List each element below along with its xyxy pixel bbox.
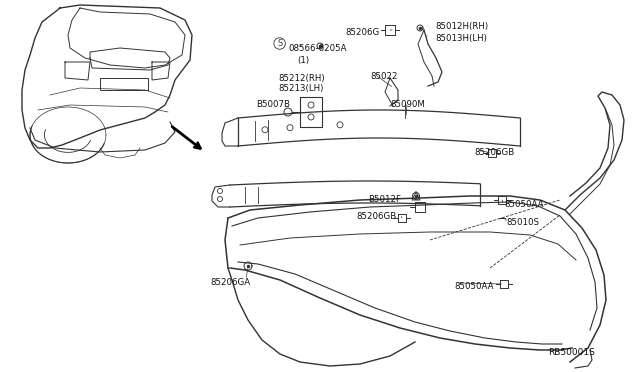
Text: 85213(LH): 85213(LH) — [278, 84, 323, 93]
Text: 85206GB: 85206GB — [474, 148, 515, 157]
Text: 85206GA: 85206GA — [210, 278, 250, 287]
Text: 85010S: 85010S — [506, 218, 539, 227]
Text: 85050AA: 85050AA — [504, 200, 543, 209]
Text: 85090M: 85090M — [390, 100, 425, 109]
Text: B5007B: B5007B — [256, 100, 290, 109]
Text: 85050AA: 85050AA — [454, 282, 493, 291]
Text: 85212(RH): 85212(RH) — [278, 74, 324, 83]
Text: B5012F: B5012F — [368, 195, 401, 204]
Text: 85206G: 85206G — [345, 28, 380, 37]
Text: (1): (1) — [297, 56, 309, 65]
Text: S: S — [277, 39, 282, 48]
Text: RB50001S: RB50001S — [548, 348, 595, 357]
Text: 85022: 85022 — [370, 72, 397, 81]
Text: 08566-6205A: 08566-6205A — [288, 44, 346, 53]
Text: 85012H(RH): 85012H(RH) — [435, 22, 488, 31]
Text: 85013H(LH): 85013H(LH) — [435, 34, 487, 43]
Text: 85206GB: 85206GB — [356, 212, 396, 221]
